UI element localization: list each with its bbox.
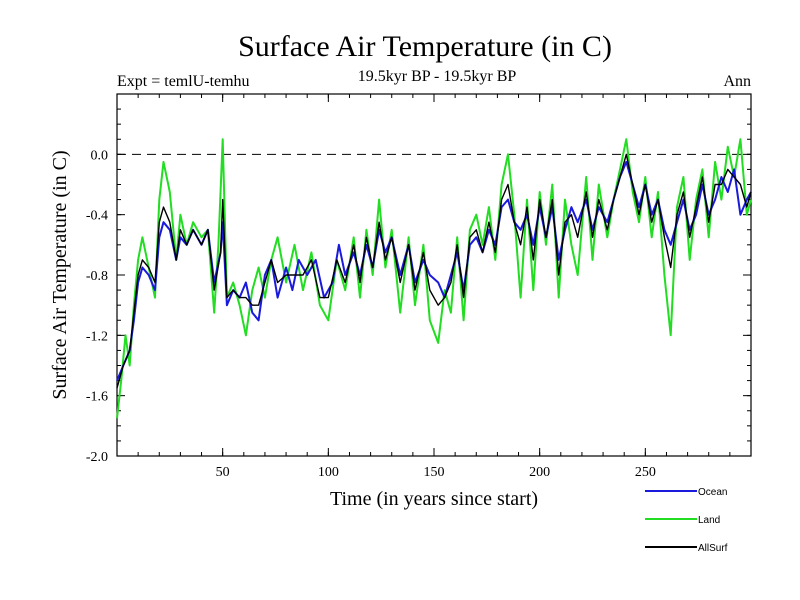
x-tick-label: 50 bbox=[216, 465, 230, 480]
legend: Ocean Land AllSurf bbox=[645, 487, 728, 554]
plot-area: -2.0 -1.6 -1.2 -0.8 -0.4 0.0 50 100 150 200 250 bbox=[86, 93, 752, 480]
chart-subtitle: 19.5kyr BP - 19.5kyr BP bbox=[358, 68, 517, 85]
x-axis-label: Time (in years since start) bbox=[330, 488, 538, 510]
y-tick-label: -1.2 bbox=[86, 329, 108, 344]
x-tick-label: 200 bbox=[529, 465, 550, 480]
legend-label-allsurf: AllSurf bbox=[698, 543, 728, 554]
y-tick-label: -2.0 bbox=[86, 450, 108, 465]
x-tick-label: 150 bbox=[424, 465, 445, 480]
y-tick-label: -0.8 bbox=[86, 269, 108, 284]
legend-label-land: Land bbox=[698, 515, 720, 526]
series-line-allsurf bbox=[116, 153, 752, 389]
season-label: Ann bbox=[723, 73, 751, 90]
chart-title: Surface Air Temperature (in C) bbox=[238, 30, 612, 63]
x-tick-label: 250 bbox=[635, 465, 656, 480]
legend-label-ocean: Ocean bbox=[698, 487, 727, 498]
experiment-label: Expt = temlU-temhu bbox=[117, 73, 250, 90]
y-axis-label: Surface Air Temperature (in C) bbox=[49, 150, 71, 399]
x-tick-label: 100 bbox=[318, 465, 339, 480]
y-tick-label: -0.4 bbox=[86, 209, 108, 224]
y-tick-label: 0.0 bbox=[91, 148, 109, 163]
y-tick-label: -1.6 bbox=[86, 390, 108, 405]
